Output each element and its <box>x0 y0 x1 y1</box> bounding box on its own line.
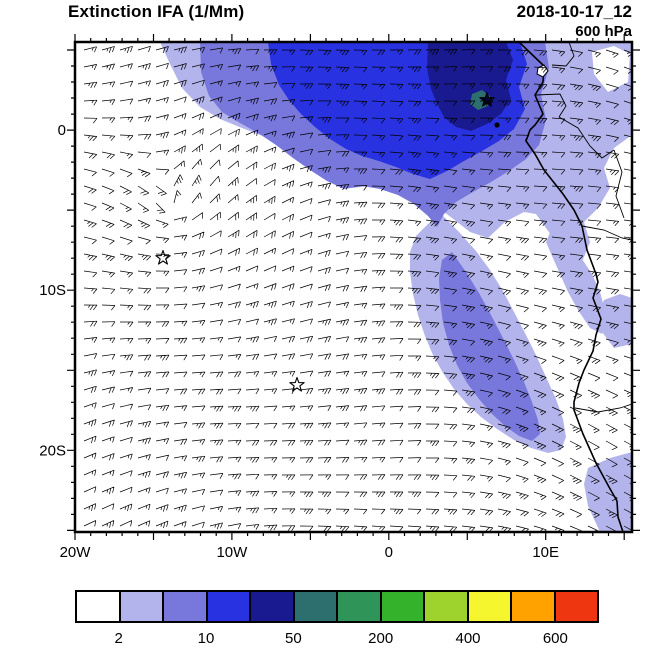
field-region-se-plume-medium <box>439 252 540 441</box>
country-border-3 <box>558 116 615 159</box>
colorbar-tick-label: 200 <box>368 630 394 647</box>
extinction-field-layer <box>160 42 632 532</box>
colorbar-cell <box>553 590 599 623</box>
field-region-land-white-gap <box>592 46 630 92</box>
country-border-5 <box>574 403 632 413</box>
colorbar-cell <box>379 590 425 623</box>
country-border-2 <box>535 93 567 118</box>
geography-layer <box>518 42 632 532</box>
field-region-land-patch-light-south <box>584 452 632 532</box>
colorbar-cell <box>466 590 512 623</box>
colorbar-cell <box>162 590 208 623</box>
page-title: Extinction IFA (1/Mm) <box>68 2 245 21</box>
x-axis-label: 10E <box>532 544 559 561</box>
colorbar-tick-label: 50 <box>284 630 302 647</box>
colorbar-cell <box>336 590 382 623</box>
colorbar-tick-label: 400 <box>455 630 481 647</box>
x-axis-label: 20W <box>60 544 92 561</box>
marker-star-open-icon <box>289 376 305 392</box>
field-region-coastal-strip-light <box>546 228 606 334</box>
country-border-1 <box>551 42 575 67</box>
pressure-level-label: 600 hPa <box>575 23 632 40</box>
colorbar-cell <box>423 590 469 623</box>
country-border-4 <box>581 225 632 241</box>
colorbar-cell <box>205 590 251 623</box>
coastline <box>518 42 624 532</box>
y-axis-label: 0 <box>58 122 66 139</box>
x-axis-label: 0 <box>385 544 393 561</box>
colorbar-cell <box>118 590 164 623</box>
colorbar-tick-label: 2 <box>114 630 123 647</box>
colorbar-cell <box>510 590 556 623</box>
wind-barbs-layer <box>83 45 632 532</box>
marker-star-open-icon <box>155 249 171 265</box>
marker-dot-icon <box>494 122 500 128</box>
y-axis-label: 20S <box>39 442 66 459</box>
x-axis-label: 10W <box>216 544 248 561</box>
colorbar-cell <box>292 590 338 623</box>
datetime-label: 2018-10-17_12 <box>516 2 632 21</box>
country-border-6 <box>613 149 625 219</box>
axis-ticks <box>67 34 640 540</box>
map-plot: 0 10S 20S 20W 10W 0 10E <box>39 34 640 561</box>
colorbar <box>75 590 599 623</box>
marker-star-filled-icon <box>479 91 495 107</box>
colorbar-tick-label: 10 <box>197 630 215 647</box>
wind-barbs <box>83 45 632 532</box>
y-axis-label: 10S <box>39 282 66 299</box>
field-region-land-patch-light-mid <box>598 294 632 348</box>
colorbar-tick-label: 600 <box>542 630 568 647</box>
map-frame <box>73 40 634 534</box>
colorbar-cell <box>249 590 295 623</box>
colorbar-cell <box>75 590 121 623</box>
